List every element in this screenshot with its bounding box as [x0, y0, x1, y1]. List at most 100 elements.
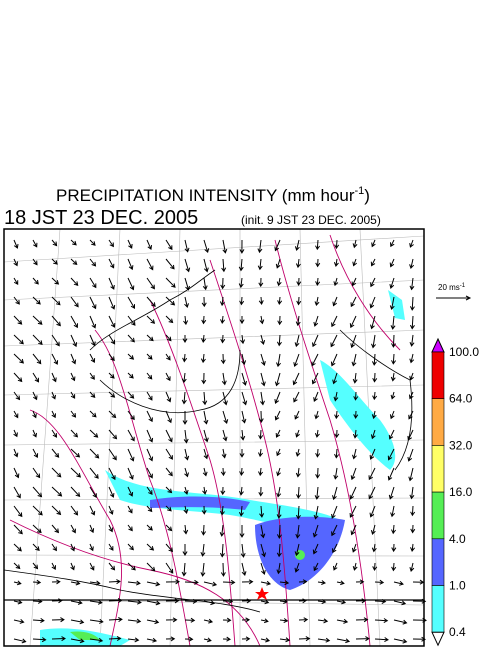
wind-arrow — [108, 296, 116, 310]
wind-arrow — [32, 239, 38, 248]
wind-arrow — [276, 353, 281, 368]
wind-arrow — [146, 372, 153, 380]
map — [3, 228, 427, 647]
wind-arrow — [239, 449, 245, 458]
wind-arrow — [317, 618, 329, 624]
wind-arrow — [89, 524, 95, 534]
wind-arrow — [146, 334, 154, 342]
wind-arrow — [70, 296, 79, 308]
wind-arrow — [70, 619, 85, 625]
wind-arrow — [409, 391, 414, 400]
wind-arrow — [201, 334, 206, 343]
wind-arrow — [274, 410, 281, 421]
wind-arrow — [390, 391, 396, 400]
coast — [339, 329, 413, 471]
wind-arrow — [408, 410, 414, 420]
wind-arrow — [165, 277, 176, 288]
colorbar-band — [431, 491, 445, 540]
wind-arrow — [146, 410, 153, 423]
wind-arrow — [295, 258, 301, 269]
colorbar-band — [431, 351, 445, 400]
wind-arrow — [201, 315, 207, 325]
wind-arrow — [70, 486, 81, 498]
wind-arrow — [277, 296, 283, 305]
wind-arrow — [275, 258, 281, 269]
wind-arrow — [127, 353, 135, 360]
wind-arrow — [387, 467, 395, 481]
wind-arrow — [165, 258, 175, 270]
wind-arrow — [276, 543, 282, 558]
wind-arrow — [315, 258, 321, 268]
wind-arrow — [182, 353, 188, 363]
wind-arrow — [127, 562, 136, 571]
wind-arrow — [371, 239, 376, 248]
wind-arrow — [89, 486, 97, 499]
wind-arrow — [298, 579, 308, 585]
wind-arrow — [409, 239, 414, 248]
wind-arrow — [238, 505, 244, 517]
wind-arrow — [219, 505, 225, 516]
wind-arrow — [412, 636, 426, 642]
wind-arrow — [165, 315, 174, 324]
wind-arrow — [13, 486, 21, 499]
wind-arrow — [165, 410, 172, 424]
wind-arrow — [165, 598, 180, 604]
wind-arrow — [312, 524, 319, 538]
wind-arrow — [146, 524, 153, 531]
wind-arrow — [389, 296, 395, 311]
wind-arrow — [333, 277, 339, 287]
wind-arrow — [409, 334, 415, 347]
wind-arrow — [51, 239, 58, 247]
wind-arrow — [201, 505, 207, 515]
wind-arrow — [108, 372, 115, 379]
wind-arrow — [334, 448, 340, 459]
wind-arrow — [336, 638, 351, 644]
wind-arrow — [257, 258, 263, 271]
colorbar-label: 0.4 — [449, 625, 466, 639]
wind-arrow — [371, 543, 377, 553]
wind-arrow — [51, 296, 61, 306]
wind-arrow — [275, 429, 281, 438]
wind-arrow — [127, 486, 134, 497]
wind-arrow — [89, 637, 104, 643]
wind-arrow — [317, 580, 326, 585]
wind-arrow — [334, 239, 340, 250]
wind-arrow — [183, 505, 189, 514]
wind-arrow — [51, 524, 60, 534]
wind-arrow — [258, 277, 264, 288]
wind-arrow — [108, 524, 113, 533]
wind-arrow — [201, 296, 207, 308]
title-text: PRECIPITATION INTENSITY (mm hour — [56, 186, 355, 205]
wind-arrow — [184, 448, 190, 461]
wind-arrow — [146, 486, 153, 495]
wind-arrow — [239, 525, 245, 538]
wind-arrow — [32, 258, 38, 266]
wind-arrow — [390, 239, 395, 248]
wind-arrow — [293, 353, 300, 368]
valid-time: 18 JST 23 DEC. 2005 — [4, 207, 198, 229]
wind-arrow — [296, 486, 302, 499]
wind-arrow — [312, 334, 319, 348]
wind-arrow — [241, 617, 251, 623]
wind-arrow — [108, 543, 114, 551]
wind-arrow — [165, 296, 176, 306]
wind-arrow — [258, 467, 263, 477]
wind-arrow — [70, 638, 85, 644]
wind-arrow — [184, 467, 189, 478]
wind-arrow — [410, 505, 416, 517]
wind-arrow — [51, 353, 59, 365]
wind-arrow — [370, 524, 376, 535]
wind-arrow — [203, 448, 209, 460]
wind-arrow — [238, 258, 244, 272]
wind-arrow — [182, 335, 188, 343]
wind-arrow — [108, 334, 116, 345]
wind-arrow — [258, 429, 264, 440]
wind-arrow — [184, 579, 199, 585]
wind-arrow — [259, 315, 265, 325]
wind-arrow — [353, 391, 359, 401]
wind-arrow — [387, 448, 395, 461]
wind-arrow — [332, 543, 338, 554]
wind-arrow — [313, 315, 319, 327]
wind-arrow — [355, 617, 369, 623]
